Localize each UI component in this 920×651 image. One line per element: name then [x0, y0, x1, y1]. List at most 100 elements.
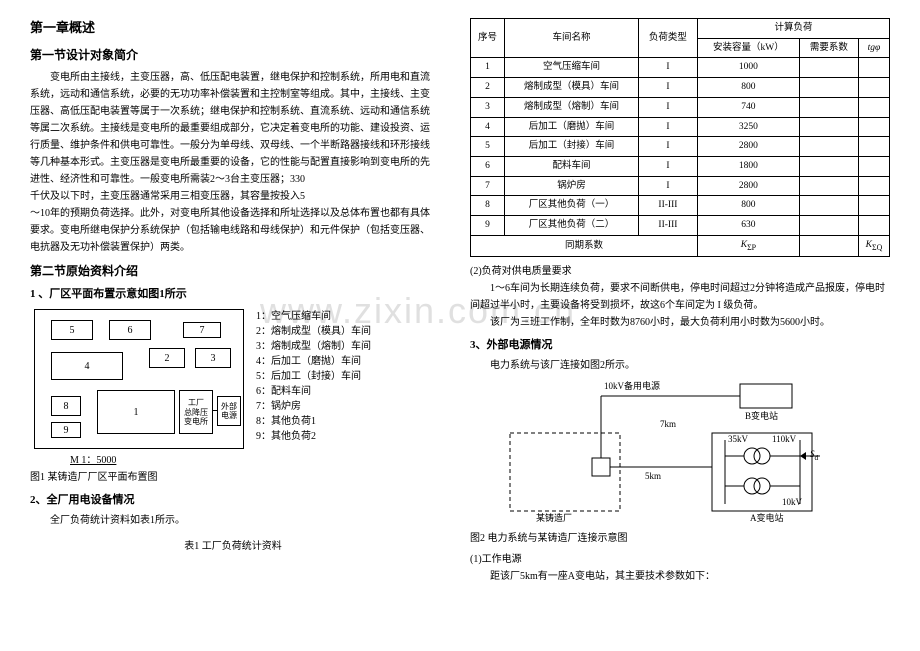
plan-box-9: 9	[51, 422, 81, 438]
table-cell: 3250	[697, 117, 799, 137]
table-cell: 熔制成型（熔制）车间	[505, 97, 639, 117]
plan-box-2: 2	[149, 348, 185, 368]
figure1-caption: 图1 某铸造厂厂区平面布置图	[30, 469, 436, 486]
foundry-label: 某铸造厂	[536, 512, 572, 526]
table-cell	[858, 117, 889, 137]
plan-box-8: 8	[51, 396, 81, 416]
table-cell: 后加工（封接）车间	[505, 137, 639, 157]
table-cell: 2800	[697, 137, 799, 157]
plan-external: 外部电源	[217, 396, 241, 426]
para1: 变电所由主接线，主变压器，高、低压配电装置，继电保护和控制系统，所用电和直流系统…	[30, 69, 436, 188]
legend-item-9: 9：其他负荷2	[256, 429, 371, 444]
table-cell: I	[638, 117, 697, 137]
right-column: 序号 车间名称 负荷类型 计算负荷 安装容量（kW） 需要系数 tgφ 1空气压…	[460, 0, 920, 651]
table-cell	[858, 216, 889, 236]
table-cell	[858, 58, 889, 78]
plan-box-6: 6	[109, 320, 151, 340]
legend-item-8: 8：其他负荷1	[256, 414, 371, 429]
v10-label: 10kV	[782, 496, 802, 510]
table-cell	[799, 157, 858, 177]
table-cell: 后加工（磨抛）车间	[505, 117, 639, 137]
plan-box-7: 7	[183, 322, 221, 338]
section1-title: 第一节设计对象简介	[30, 46, 436, 65]
legend-item-6: 6：配料车间	[256, 384, 371, 399]
table-cell: 空气压缩车间	[505, 58, 639, 78]
para3: ～10年的预期负荷选择。此外，对变电所其他设备选择和所址选择以及总体布置也都有具…	[30, 205, 436, 256]
table-cell	[858, 137, 889, 157]
footer-blank	[799, 235, 858, 256]
table-cell: 630	[697, 216, 799, 236]
table-row: 4后加工（磨抛）车间I3250	[471, 117, 890, 137]
s2-title: (2)负荷对供电质量要求	[470, 263, 890, 280]
s3-title: 3、外部电源情况	[470, 337, 890, 354]
table-cell	[858, 157, 889, 177]
legend-item-2: 2：熔制成型（模具）车间	[256, 324, 371, 339]
figure1-scale: M 1：5000	[70, 453, 244, 469]
sub2-text: 全厂负荷统计资料如表1所示。	[30, 512, 436, 529]
load-table: 序号 车间名称 负荷类型 计算负荷 安装容量（kW） 需要系数 tgφ 1空气压…	[470, 18, 890, 257]
table-foot: 同期系数 KΣP KΣQ	[471, 235, 890, 256]
chapter-title: 第一章概述	[30, 18, 436, 38]
table-cell	[858, 97, 889, 117]
table1-caption: 表1 工厂负荷统计资料	[30, 539, 436, 555]
table-cell	[799, 137, 858, 157]
footer-label: 同期系数	[471, 235, 698, 256]
table-cell	[858, 196, 889, 216]
table-head: 序号 车间名称 负荷类型 计算负荷 安装容量（kW） 需要系数 tgφ	[471, 19, 890, 58]
table-cell: 800	[697, 78, 799, 98]
plan-box-3: 3	[195, 348, 231, 368]
figure1-legend: 1：空气压缩车间2：熔制成型（模具）车间3：熔制成型（熔制）车间4：后加工（磨抛…	[256, 309, 371, 444]
table-row: 5后加工（封接）车间I2800	[471, 137, 890, 157]
table-cell	[799, 216, 858, 236]
v110-label: 110kV	[772, 433, 796, 447]
table-cell: 7	[471, 176, 505, 196]
table-cell: 1000	[697, 58, 799, 78]
stationA-label: A变电站	[750, 512, 784, 526]
figure2-svg	[500, 378, 830, 528]
left-column: 第一章概述 第一节设计对象简介 变电所由主接线，主变压器，高、低压配电装置，继电…	[0, 0, 460, 651]
table-cell: 740	[697, 97, 799, 117]
v35-label: 35kV	[728, 433, 748, 447]
legend-item-4: 4：后加工（磨抛）车间	[256, 354, 371, 369]
table-cell	[799, 176, 858, 196]
legend-item-5: 5：后加工（封接）车间	[256, 369, 371, 384]
table-cell: 1	[471, 58, 505, 78]
para2: 千伏及以下时，主变压器通常采用三相变压器，其容量按投入5	[30, 188, 436, 205]
figure2-caption: 图2 电力系统与某铸造厂连接示意图	[470, 530, 890, 547]
table-cell	[858, 78, 889, 98]
backup-label: 10kV备用电源	[604, 380, 660, 394]
table-cell: 6	[471, 157, 505, 177]
legend-item-1: 1：空气压缩车间	[256, 309, 371, 324]
table-cell: 5	[471, 137, 505, 157]
table-cell: I	[638, 78, 697, 98]
s2-p1: 1～6车间为长期连续负荷，要求不间断供电，停电时间超过2分钟将造成产品报废，停电…	[470, 280, 890, 314]
table-cell: 3	[471, 97, 505, 117]
plan-connector	[213, 410, 217, 411]
legend-item-3: 3：熔制成型（熔制）车间	[256, 339, 371, 354]
table-cell: I	[638, 58, 697, 78]
table-row: 1空气压缩车间I1000	[471, 58, 890, 78]
table-cell: II-III	[638, 196, 697, 216]
s2-p2: 该厂为三班工作制，全年时数为8760小时，最大负荷利用小时数为5600小时。	[470, 314, 890, 331]
th-cap: 安装容量（kW）	[697, 38, 799, 58]
plan-box-5: 5	[51, 320, 93, 340]
table-row: 3熔制成型（熔制）车间I740	[471, 97, 890, 117]
table-cell	[799, 196, 858, 216]
plan-substation: 工厂总降压变电所	[179, 390, 213, 434]
section2-title: 第二节原始资料介绍	[30, 262, 436, 281]
table-cell	[799, 78, 858, 98]
table-cell	[799, 58, 858, 78]
table-cell: 9	[471, 216, 505, 236]
plan-box-1: 1	[97, 390, 175, 434]
th-loadtype: 负荷类型	[638, 19, 697, 58]
table-cell: I	[638, 137, 697, 157]
table-cell: 厂区其他负荷（二）	[505, 216, 639, 236]
table-cell: 配料车间	[505, 157, 639, 177]
sd-label: Sd	[810, 448, 818, 463]
footer-k1: KΣP	[697, 235, 799, 256]
table-cell: I	[638, 97, 697, 117]
table-cell: II-III	[638, 216, 697, 236]
table-cell: 熔制成型（模具）车间	[505, 78, 639, 98]
sub2-title: 2、全厂用电设备情况	[30, 492, 436, 509]
table-row: 6配料车间I1800	[471, 157, 890, 177]
